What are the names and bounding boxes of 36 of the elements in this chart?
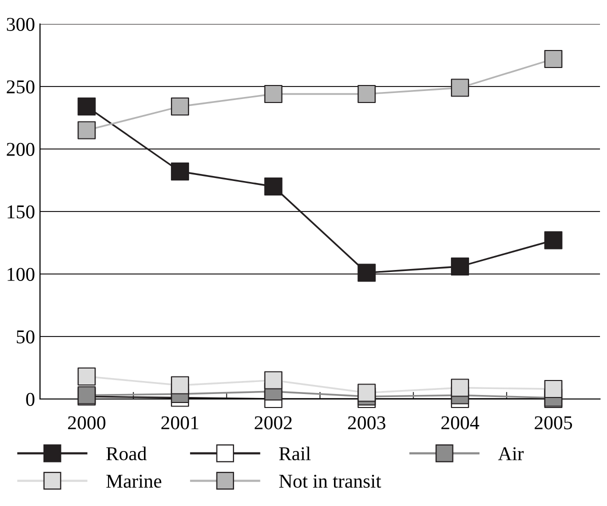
point: [264, 177, 282, 196]
legend-label: Rail: [279, 446, 311, 460]
x-tick-label: 2002: [254, 416, 292, 430]
point: [450, 257, 470, 276]
x-tick-label: 2001: [161, 416, 198, 430]
x-tick-label: 2004: [441, 416, 480, 430]
point: [264, 371, 282, 390]
point: [78, 97, 96, 116]
point: [544, 380, 562, 398]
y-tick-label: 300: [6, 18, 34, 31]
x-tick-label: 2000: [68, 416, 106, 430]
legend-label: Marine: [106, 474, 162, 488]
point: [450, 378, 470, 397]
y-tick-label: 200: [6, 142, 34, 156]
point: [78, 121, 96, 140]
point: [544, 231, 562, 250]
point: [170, 162, 190, 181]
y-tick-label: 100: [8, 268, 34, 281]
point: [358, 264, 376, 282]
point: [450, 78, 470, 97]
y-tick-label: 50: [16, 330, 34, 344]
point: [264, 84, 282, 104]
legend-label: Road: [106, 446, 147, 460]
y-tick-label: 250: [6, 80, 34, 94]
y-tick-label: 0: [26, 392, 34, 406]
point: [78, 367, 96, 386]
legend-label: Not in transit: [279, 474, 382, 488]
point: [544, 50, 562, 68]
point: [358, 384, 376, 402]
legend-label: Air: [498, 447, 524, 460]
y-tick-label: 150: [8, 205, 34, 218]
point: [170, 376, 190, 394]
point: [358, 84, 376, 104]
x-tick-label: 2005: [534, 416, 572, 430]
point: [170, 97, 190, 116]
x-tick-label: 2003: [348, 416, 386, 430]
